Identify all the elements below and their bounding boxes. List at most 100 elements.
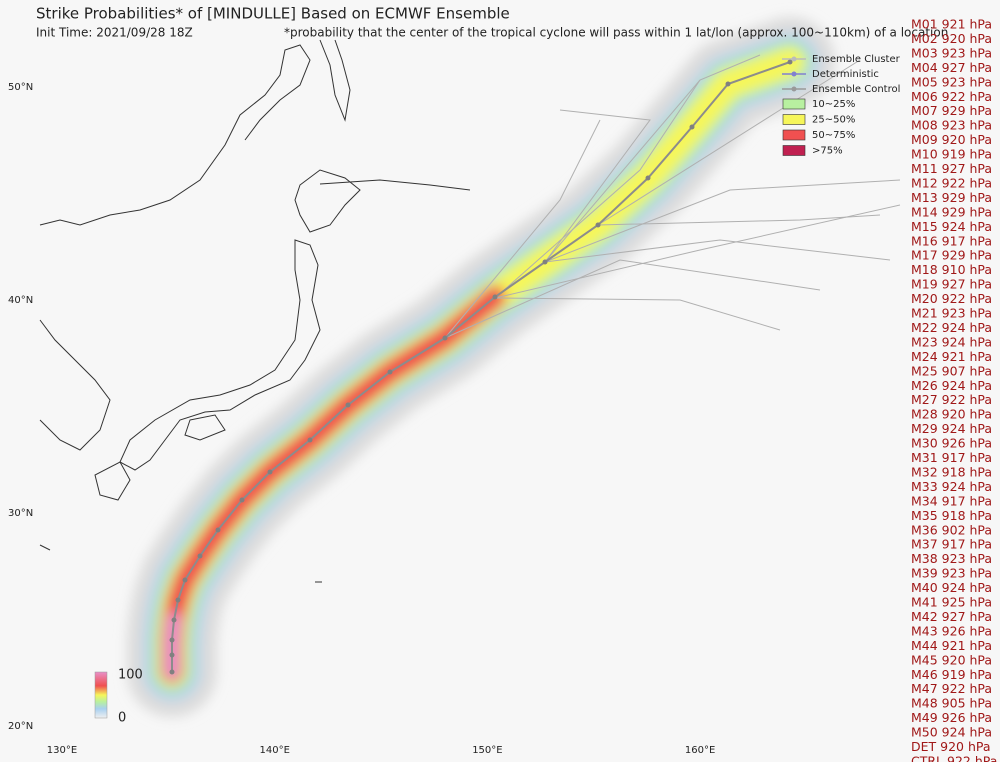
member-entry: M42 927 hPa bbox=[911, 609, 992, 624]
lat-label: 50°N bbox=[8, 82, 33, 93]
coastlines bbox=[39, 39, 471, 583]
member-entry: M28 920 hPa bbox=[911, 407, 992, 422]
init-time: Init Time: 2021/09/28 18Z bbox=[36, 26, 193, 40]
note: *probability that the center of the trop… bbox=[284, 26, 948, 40]
member-entry: M48 905 hPa bbox=[911, 696, 992, 711]
colorbar bbox=[94, 671, 108, 719]
member-entry: M30 926 hPa bbox=[911, 436, 992, 451]
track-point bbox=[442, 335, 448, 341]
member-entry: M24 921 hPa bbox=[911, 349, 992, 364]
colorbar-max: 100 bbox=[118, 668, 143, 683]
track-point bbox=[645, 175, 651, 181]
legend-label: Ensemble Cluster bbox=[812, 54, 901, 65]
track-point bbox=[595, 222, 601, 228]
member-entry: M14 929 hPa bbox=[911, 204, 992, 219]
track-point bbox=[215, 527, 221, 533]
member-entry: M46 919 hPa bbox=[911, 667, 992, 682]
member-entry: M06 922 hPa bbox=[911, 89, 992, 104]
member-entry: M11 927 hPa bbox=[911, 161, 992, 176]
member-entry: M01 921 hPa bbox=[911, 17, 992, 32]
legend-label: Deterministic bbox=[812, 69, 879, 80]
member-entry: M41 925 hPa bbox=[911, 595, 992, 610]
track-point bbox=[197, 553, 203, 559]
track-point bbox=[169, 669, 175, 675]
member-entry: M10 919 hPa bbox=[911, 147, 992, 162]
member-entry: M20 922 hPa bbox=[911, 291, 992, 306]
member-entry: M05 923 hPa bbox=[911, 74, 992, 89]
track-point bbox=[387, 369, 393, 375]
track-point bbox=[542, 259, 548, 265]
member-entry: M15 924 hPa bbox=[911, 219, 992, 234]
legend-swatch bbox=[782, 129, 806, 141]
legend-label: 25~50% bbox=[812, 115, 855, 126]
member-entry: M47 922 hPa bbox=[911, 681, 992, 696]
member-entry: M02 920 hPa bbox=[911, 31, 992, 46]
legend-label: Ensemble Control bbox=[812, 84, 900, 95]
member-entry: M45 920 hPa bbox=[911, 652, 992, 667]
member-entry: M22 924 hPa bbox=[911, 320, 992, 335]
legend-dot bbox=[791, 56, 797, 62]
member-entry: M31 917 hPa bbox=[911, 450, 992, 465]
member-entry: M40 924 hPa bbox=[911, 580, 992, 595]
colorbar-min: 0 bbox=[118, 711, 126, 726]
member-entry: M34 917 hPa bbox=[911, 493, 992, 508]
member-entry: DET 920 hPa bbox=[911, 739, 991, 754]
legend-label: 10~25% bbox=[812, 99, 855, 110]
member-entry: M23 924 hPa bbox=[911, 334, 992, 349]
member-entry: M19 927 hPa bbox=[911, 277, 992, 292]
lat-label: 20°N bbox=[8, 721, 33, 732]
member-entry: M09 920 hPa bbox=[911, 132, 992, 147]
member-entry: M36 902 hPa bbox=[911, 522, 992, 537]
member-entry: M29 924 hPa bbox=[911, 421, 992, 436]
member-entry: CTRL 922 hPa bbox=[911, 753, 997, 762]
legend-swatch bbox=[782, 114, 806, 125]
member-entry: M12 922 hPa bbox=[911, 175, 992, 190]
legend: Ensemble Cluster Deterministic Ensemble Co… bbox=[782, 54, 901, 157]
track-point bbox=[345, 402, 351, 408]
member-entry: M17 929 hPa bbox=[911, 248, 992, 263]
member-entry: M13 929 hPa bbox=[911, 190, 992, 205]
lat-labels: 50°N 40°N 30°N 20°N bbox=[8, 82, 33, 732]
member-entry: M44 921 hPa bbox=[911, 638, 992, 653]
legend-label: >75% bbox=[812, 146, 843, 157]
track-point bbox=[689, 124, 695, 130]
legend-swatch bbox=[782, 145, 806, 156]
track-point bbox=[171, 617, 177, 623]
track-point bbox=[239, 497, 245, 503]
track-point bbox=[307, 437, 313, 443]
lon-label: 160°E bbox=[685, 745, 715, 756]
track-points bbox=[169, 59, 793, 675]
legend-swatch bbox=[782, 98, 806, 110]
track-point bbox=[169, 637, 175, 643]
legend-dot bbox=[791, 71, 797, 77]
member-entry: M08 923 hPa bbox=[911, 118, 992, 133]
track-point bbox=[175, 597, 181, 603]
track-point bbox=[492, 294, 498, 300]
member-entry: M16 917 hPa bbox=[911, 233, 992, 248]
member-entry: M18 910 hPa bbox=[911, 262, 992, 277]
legend-label: 50~75% bbox=[812, 130, 855, 141]
member-entry: M38 923 hPa bbox=[911, 551, 992, 566]
title: Strike Probabilities* of [MINDULLE] Base… bbox=[36, 5, 510, 23]
lon-labels: 130°E 140°E 150°E 160°E bbox=[47, 745, 716, 756]
member-entry: M33 924 hPa bbox=[911, 479, 992, 494]
member-entry: M26 924 hPa bbox=[911, 378, 992, 393]
member-entry: M37 917 hPa bbox=[911, 537, 992, 552]
member-entry: M49 926 hPa bbox=[911, 710, 992, 725]
member-entry: M04 927 hPa bbox=[911, 60, 992, 75]
lon-label: 150°E bbox=[472, 745, 502, 756]
member-entry: M03 923 hPa bbox=[911, 45, 992, 60]
member-entry: M43 926 hPa bbox=[911, 623, 992, 638]
member-entry: M21 923 hPa bbox=[911, 306, 992, 321]
ensemble-tracks bbox=[444, 54, 901, 339]
track-point bbox=[725, 81, 731, 87]
lon-label: 140°E bbox=[259, 745, 289, 756]
member-entry: M07 929 hPa bbox=[911, 103, 992, 118]
member-entry: M25 907 hPa bbox=[911, 363, 992, 378]
lon-label: 130°E bbox=[47, 745, 77, 756]
lat-label: 30°N bbox=[8, 508, 33, 519]
member-entry: M35 918 hPa bbox=[911, 508, 992, 523]
member-entry: M27 922 hPa bbox=[911, 392, 992, 407]
